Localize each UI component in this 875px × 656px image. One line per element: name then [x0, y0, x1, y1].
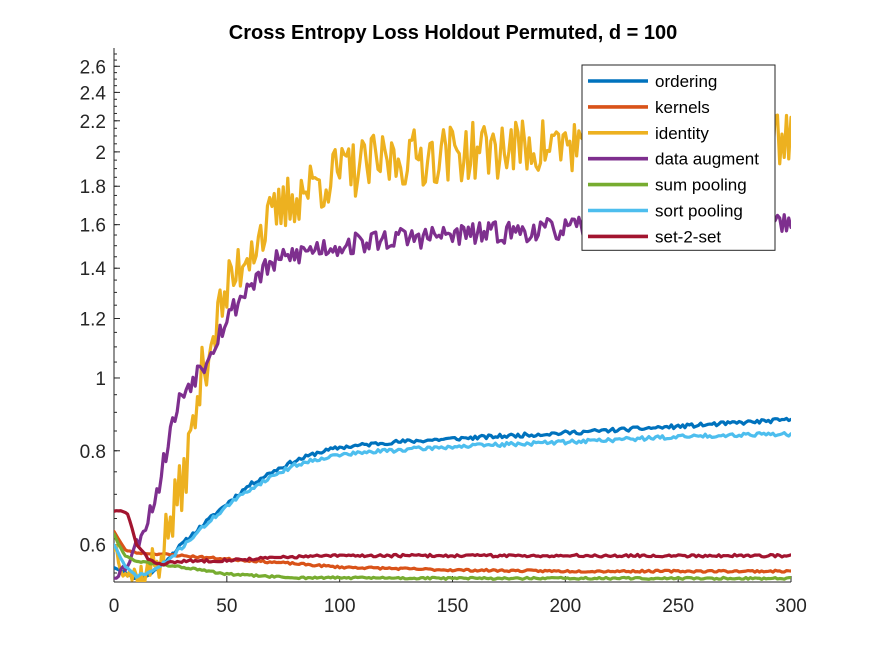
- series-line-sort-pooling: [114, 431, 791, 579]
- x-tick-label: 0: [109, 596, 120, 617]
- x-tick-label: 150: [437, 596, 469, 617]
- legend-label: ordering: [655, 72, 717, 91]
- plot-area: 0.6 0.8 1 1.2 1.4 1.6 1.8 2 2.2 2.4 2.6 0 50 100 150 20…: [80, 48, 807, 617]
- legend: ordering kernels identity data augment sum p…: [581, 64, 776, 251]
- y-tick-label: 2.4: [80, 83, 107, 104]
- y-tick-label: 2: [95, 143, 106, 164]
- axes: 0.6 0.8 1 1.2 1.4 1.6 1.8 2 2.2 2.4 2.6 0 50 100 150 20…: [80, 48, 807, 617]
- x-tick-label: 200: [549, 596, 581, 617]
- legend-label: data augment: [655, 150, 759, 169]
- y-tick-label: 0.6: [80, 536, 106, 557]
- y-tick-label: 0.8: [80, 442, 106, 463]
- x-tick-label: 250: [662, 596, 694, 617]
- y-tick-label: 2.6: [80, 57, 106, 78]
- y-tick-label: 1.6: [80, 216, 106, 237]
- legend-label: set-2-set: [655, 227, 721, 246]
- x-tick-label: 300: [775, 596, 807, 617]
- y-tick-label: 1.4: [80, 259, 107, 280]
- y-tick-label: 1.2: [80, 310, 106, 331]
- legend-label: sort pooling: [655, 202, 743, 221]
- series-line-set-2-set: [114, 509, 791, 567]
- legend-label: identity: [655, 124, 709, 143]
- legend-label: kernels: [655, 98, 710, 117]
- y-tick-label: 1.8: [80, 177, 106, 198]
- series-lines: [114, 108, 791, 582]
- series-line-sum-pooling: [114, 532, 791, 581]
- series-line-kernels: [114, 529, 791, 574]
- legend-label: sum pooling: [655, 176, 747, 195]
- x-tick-label: 50: [216, 596, 237, 617]
- y-tick-label: 2.2: [80, 112, 106, 133]
- x-tick-label: 100: [324, 596, 356, 617]
- chart-title: Cross Entropy Loss Holdout Permuted, d =…: [229, 22, 677, 44]
- y-tick-label: 1: [95, 369, 106, 390]
